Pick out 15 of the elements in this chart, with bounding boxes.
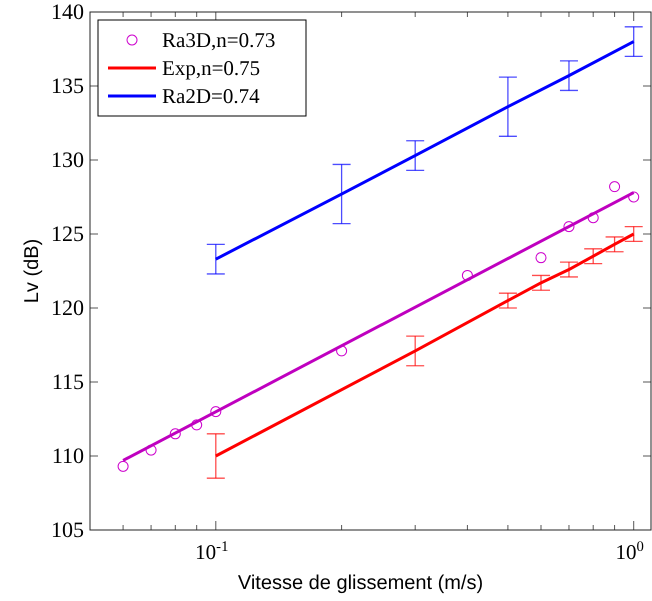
legend-label: Ra3D,n=0.73 <box>162 28 276 52</box>
x-tick-label: 10$^{-1}$ <box>195 538 228 564</box>
y-tick-label: 140 <box>51 0 84 24</box>
y-tick-label: 110 <box>52 443 84 468</box>
legend-label: Ra2D=0.74 <box>162 84 260 108</box>
y-tick-label: 115 <box>52 369 84 394</box>
x-axis-title: Vitesse de glissement (m/s) <box>238 572 484 594</box>
y-tick-label: 135 <box>51 73 84 98</box>
y-tick-label: 130 <box>51 147 84 172</box>
y-tick-label: 105 <box>51 517 84 542</box>
y-tick-label: 120 <box>51 295 84 320</box>
legend-label: Exp,n=0.75 <box>162 56 260 80</box>
y-axis-title: Lv (dB) <box>21 238 43 304</box>
x-tick-label: 10$^{0}$ <box>616 538 644 564</box>
y-tick-label: 125 <box>51 221 84 246</box>
